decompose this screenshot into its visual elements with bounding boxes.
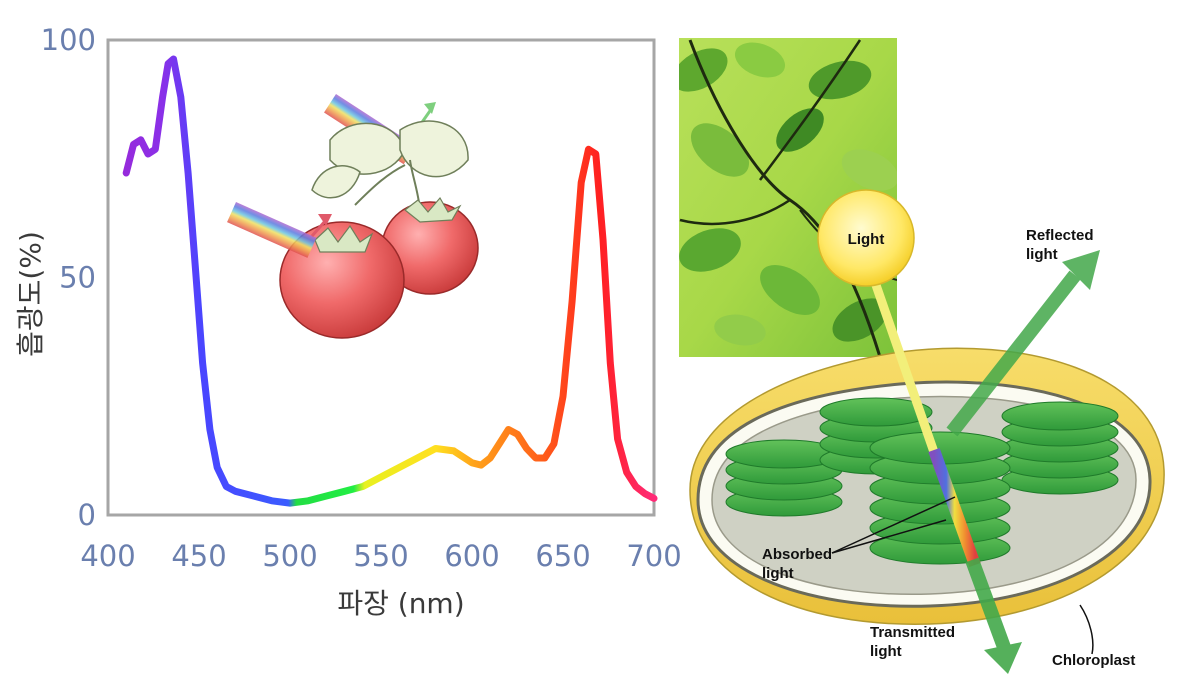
y-tick-label: 50 <box>59 261 96 295</box>
leaf <box>311 165 361 199</box>
x-tick-label: 500 <box>262 539 317 573</box>
light-label: Light <box>848 231 885 248</box>
y-tick-labels: 0 50 100 <box>41 23 96 532</box>
light-beam-lower <box>227 202 317 258</box>
absorbance-curve <box>122 55 658 507</box>
x-tick-label: 400 <box>80 539 135 573</box>
chloroplast-label: Chloroplast <box>1052 652 1135 669</box>
sun-icon <box>817 189 915 287</box>
chloroplast <box>689 250 1165 674</box>
tomato-illustration <box>227 94 479 339</box>
x-tick-label: 600 <box>444 539 499 573</box>
chloroplast-pointer <box>1079 604 1094 655</box>
light-source <box>817 189 915 287</box>
absorbed-light-label: Absorbed light <box>762 546 832 582</box>
reflected-arrow-lower <box>310 219 328 237</box>
x-tick-label: 550 <box>353 539 408 573</box>
granum <box>725 439 843 517</box>
reflected-light-arrow <box>946 250 1100 437</box>
x-axis-title: 파장 (nm) <box>337 587 464 620</box>
x-tick-label: 650 <box>535 539 590 573</box>
y-axis-title: 흡광도(%) <box>14 231 47 357</box>
x-tick-label: 450 <box>171 539 226 573</box>
y-tick-label: 100 <box>41 23 96 57</box>
y-tick-label: 0 <box>78 498 96 532</box>
tomato <box>381 196 479 295</box>
granum <box>1001 401 1119 495</box>
absorbed-pointer <box>831 496 956 554</box>
x-tick-labels: 400 450 500 550 600 650 700 <box>80 539 681 573</box>
tomato <box>279 221 405 339</box>
absorbed-light-beam <box>928 447 981 568</box>
incoming-light-beam <box>863 260 940 457</box>
absorbed-pointer <box>831 519 947 554</box>
reflected-light-label: Reflected light <box>1026 227 1094 263</box>
transmitted-light-label: Transmitted light <box>870 624 955 660</box>
transmitted-light-arrow <box>965 557 1022 674</box>
x-tick-label: 700 <box>626 539 681 573</box>
